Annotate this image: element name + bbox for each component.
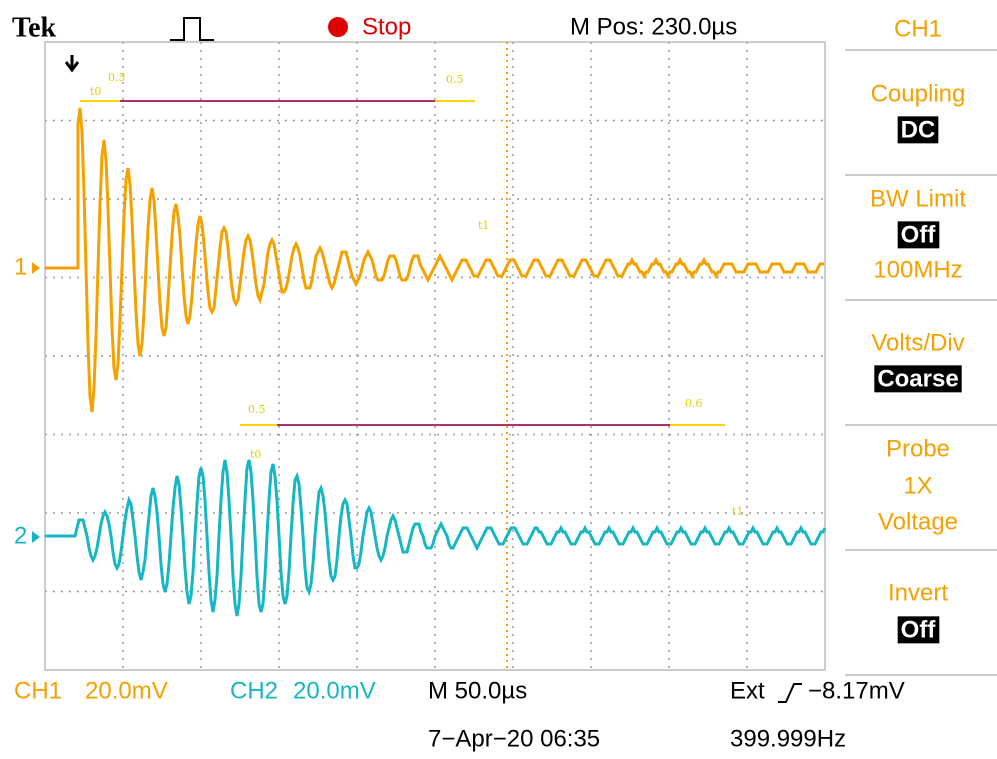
ch1-scale: 20.0mV (85, 677, 168, 704)
ch2-scale: 20.0mV (293, 677, 376, 704)
ch1-label: CH1 (14, 677, 62, 704)
run-status: Stop (362, 13, 411, 40)
annotation-text: t0 (250, 448, 261, 461)
menu-note: 100MHz (873, 256, 962, 283)
ch1-marker: 1 (14, 253, 27, 280)
menu-value[interactable]: 1X (903, 472, 932, 499)
menu-title: CH1 (894, 15, 942, 42)
logo: Tek (12, 12, 57, 43)
annotation-text: 0.6 (685, 397, 703, 410)
menu-label[interactable]: BW Limit (870, 185, 966, 212)
annotation-text: 0.5 (108, 71, 126, 84)
menu-note: Voltage (878, 508, 958, 535)
menu-value[interactable]: Off (901, 616, 937, 643)
horizontal-position: M Pos: 230.0µs (570, 13, 737, 40)
menu-label[interactable]: Invert (888, 579, 948, 606)
menu-value[interactable]: Coarse (877, 365, 958, 392)
trigger-source: Ext (730, 677, 765, 704)
trigger-level: −8.17mV (808, 677, 905, 704)
trigger-frequency: 399.999Hz (730, 725, 846, 752)
ch2-marker: 2 (14, 522, 27, 549)
date-time: 7−Apr−20 06:35 (428, 725, 600, 752)
menu-label[interactable]: Volts/Div (871, 329, 964, 356)
menu-value[interactable]: DC (901, 116, 936, 143)
annotation-text: t1 (732, 505, 743, 518)
timebase: M 50.0µs (428, 677, 527, 704)
annotation-text: t0 (90, 85, 101, 98)
annotation-text: t1 (478, 219, 489, 232)
ch2-label: CH2 (230, 677, 278, 704)
menu-label[interactable]: Probe (886, 435, 950, 462)
annotation-text: 0.5 (248, 403, 266, 416)
stop-indicator (328, 17, 348, 37)
oscilloscope-screen: Tek Stop M Pos: 230.0µs 1 2 0.5 t0 0.5 t… (0, 0, 997, 759)
menu-label[interactable]: Coupling (871, 80, 966, 107)
annotation-text: 0.5 (446, 73, 464, 86)
menu-value[interactable]: Off (901, 221, 937, 248)
